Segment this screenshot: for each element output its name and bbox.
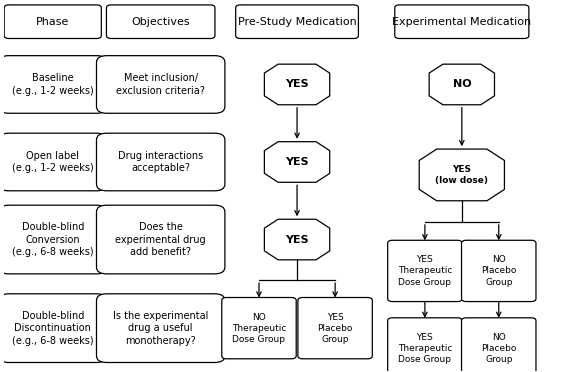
Text: Pre-Study Medication: Pre-Study Medication	[238, 17, 356, 27]
FancyBboxPatch shape	[395, 5, 529, 38]
Text: Open label
(e.g., 1-2 weeks): Open label (e.g., 1-2 weeks)	[12, 151, 94, 173]
Text: Baseline
(e.g., 1-2 weeks): Baseline (e.g., 1-2 weeks)	[12, 73, 94, 96]
FancyBboxPatch shape	[96, 56, 225, 113]
Polygon shape	[265, 219, 329, 260]
Text: Drug interactions
acceptable?: Drug interactions acceptable?	[118, 151, 203, 173]
Text: YES
Therapeutic
Dose Group: YES Therapeutic Dose Group	[398, 255, 452, 286]
Text: Objectives: Objectives	[131, 17, 190, 27]
FancyBboxPatch shape	[4, 5, 102, 38]
FancyBboxPatch shape	[96, 133, 225, 191]
Text: Experimental Medication: Experimental Medication	[392, 17, 532, 27]
FancyBboxPatch shape	[0, 205, 107, 274]
Text: YES: YES	[285, 80, 309, 89]
Polygon shape	[265, 64, 329, 105]
Text: YES
Placebo
Group: YES Placebo Group	[317, 312, 353, 344]
FancyBboxPatch shape	[96, 294, 225, 362]
Text: NO: NO	[452, 80, 471, 89]
Text: NO
Therapeutic
Dose Group: NO Therapeutic Dose Group	[232, 312, 286, 344]
FancyBboxPatch shape	[96, 205, 225, 274]
FancyBboxPatch shape	[222, 298, 296, 359]
FancyBboxPatch shape	[236, 5, 358, 38]
Text: NO
Placebo
Group: NO Placebo Group	[481, 255, 517, 286]
FancyBboxPatch shape	[461, 318, 536, 372]
Text: YES: YES	[285, 157, 309, 167]
Text: NO
Placebo
Group: NO Placebo Group	[481, 333, 517, 364]
FancyBboxPatch shape	[106, 5, 215, 38]
Text: Double-blind
Discontinuation
(e.g., 6-8 weeks): Double-blind Discontinuation (e.g., 6-8 …	[12, 311, 94, 346]
FancyBboxPatch shape	[387, 318, 462, 372]
Text: Phase: Phase	[36, 17, 69, 27]
Text: YES
(low dose): YES (low dose)	[435, 165, 488, 185]
Polygon shape	[265, 142, 329, 182]
FancyBboxPatch shape	[0, 294, 107, 362]
Text: Is the experimental
drug a useful
monotherapy?: Is the experimental drug a useful monoth…	[113, 311, 208, 346]
FancyBboxPatch shape	[298, 298, 373, 359]
Polygon shape	[429, 64, 494, 105]
FancyBboxPatch shape	[461, 240, 536, 302]
FancyBboxPatch shape	[0, 56, 107, 113]
Text: Meet inclusion/
exclusion criteria?: Meet inclusion/ exclusion criteria?	[117, 73, 205, 96]
Text: YES
Therapeutic
Dose Group: YES Therapeutic Dose Group	[398, 333, 452, 364]
Polygon shape	[419, 149, 505, 201]
Text: Does the
experimental drug
add benefit?: Does the experimental drug add benefit?	[115, 222, 206, 257]
FancyBboxPatch shape	[0, 133, 107, 191]
Text: Double-blind
Conversion
(e.g., 6-8 weeks): Double-blind Conversion (e.g., 6-8 weeks…	[12, 222, 94, 257]
Text: YES: YES	[285, 234, 309, 244]
FancyBboxPatch shape	[387, 240, 462, 302]
